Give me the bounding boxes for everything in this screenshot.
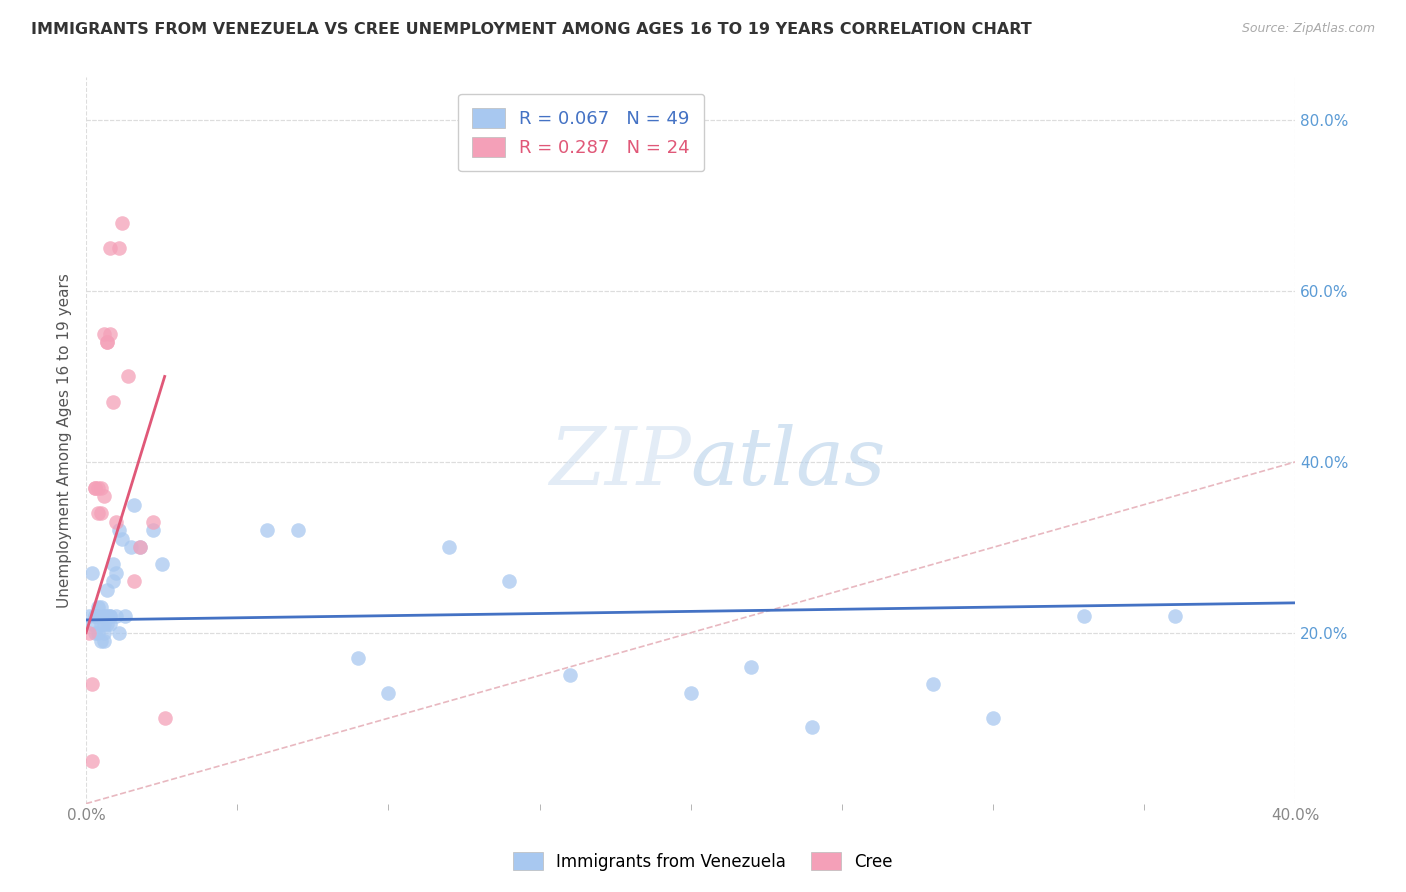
Y-axis label: Unemployment Among Ages 16 to 19 years: Unemployment Among Ages 16 to 19 years bbox=[58, 273, 72, 608]
Point bbox=[82, 566, 104, 580]
Point bbox=[84, 625, 107, 640]
Point bbox=[740, 660, 762, 674]
Text: IMMIGRANTS FROM VENEZUELA VS CREE UNEMPLOYMENT AMONG AGES 16 TO 19 YEARS CORRELA: IMMIGRANTS FROM VENEZUELA VS CREE UNEMPL… bbox=[31, 22, 1032, 37]
Point bbox=[150, 558, 173, 572]
Point bbox=[98, 608, 121, 623]
Point bbox=[84, 481, 107, 495]
Point bbox=[87, 625, 110, 640]
Point bbox=[142, 523, 165, 537]
Point bbox=[96, 617, 118, 632]
Point bbox=[77, 608, 100, 623]
Point bbox=[108, 523, 131, 537]
Point bbox=[679, 685, 702, 699]
Point bbox=[82, 754, 104, 768]
Point bbox=[90, 481, 112, 495]
Point bbox=[921, 677, 943, 691]
Point bbox=[558, 668, 581, 682]
Point bbox=[124, 574, 146, 589]
Point bbox=[437, 541, 460, 555]
Point bbox=[84, 608, 107, 623]
Point bbox=[287, 523, 309, 537]
Point bbox=[87, 481, 110, 495]
Point bbox=[93, 489, 115, 503]
Point bbox=[96, 582, 118, 597]
Point bbox=[347, 651, 370, 665]
Point bbox=[129, 541, 152, 555]
Point bbox=[1163, 608, 1185, 623]
Point bbox=[105, 566, 128, 580]
Point bbox=[1073, 608, 1095, 623]
Point bbox=[96, 608, 118, 623]
Point bbox=[87, 506, 110, 520]
Point bbox=[93, 608, 115, 623]
Point bbox=[96, 335, 118, 350]
Legend: R = 0.067   N = 49, R = 0.287   N = 24: R = 0.067 N = 49, R = 0.287 N = 24 bbox=[458, 94, 704, 171]
Point bbox=[87, 600, 110, 615]
Point bbox=[256, 523, 278, 537]
Point bbox=[90, 634, 112, 648]
Point bbox=[981, 711, 1004, 725]
Point bbox=[98, 608, 121, 623]
Point bbox=[96, 335, 118, 350]
Point bbox=[105, 608, 128, 623]
Text: atlas: atlas bbox=[690, 424, 886, 501]
Legend: Immigrants from Venezuela, Cree: Immigrants from Venezuela, Cree bbox=[505, 844, 901, 880]
Point bbox=[103, 558, 125, 572]
Point bbox=[103, 395, 125, 409]
Point bbox=[103, 574, 125, 589]
Point bbox=[800, 720, 823, 734]
Point bbox=[129, 541, 152, 555]
Point bbox=[98, 326, 121, 341]
Point bbox=[498, 574, 520, 589]
Point bbox=[82, 677, 104, 691]
Point bbox=[98, 241, 121, 255]
Point bbox=[93, 617, 115, 632]
Point bbox=[87, 608, 110, 623]
Point bbox=[93, 326, 115, 341]
Point bbox=[120, 541, 142, 555]
Point bbox=[93, 625, 115, 640]
Point bbox=[84, 481, 107, 495]
Point bbox=[114, 608, 136, 623]
Point bbox=[142, 515, 165, 529]
Point bbox=[90, 617, 112, 632]
Point bbox=[124, 498, 146, 512]
Point bbox=[90, 600, 112, 615]
Point bbox=[93, 634, 115, 648]
Point bbox=[377, 685, 399, 699]
Text: Source: ZipAtlas.com: Source: ZipAtlas.com bbox=[1241, 22, 1375, 36]
Point bbox=[153, 711, 176, 725]
Point bbox=[108, 625, 131, 640]
Point bbox=[105, 515, 128, 529]
Point bbox=[98, 617, 121, 632]
Point bbox=[82, 617, 104, 632]
Point bbox=[108, 241, 131, 255]
Point bbox=[77, 625, 100, 640]
Point bbox=[90, 506, 112, 520]
Point bbox=[117, 369, 139, 384]
Point bbox=[111, 216, 134, 230]
Text: ZIP: ZIP bbox=[548, 424, 690, 501]
Point bbox=[111, 532, 134, 546]
Point bbox=[84, 608, 107, 623]
